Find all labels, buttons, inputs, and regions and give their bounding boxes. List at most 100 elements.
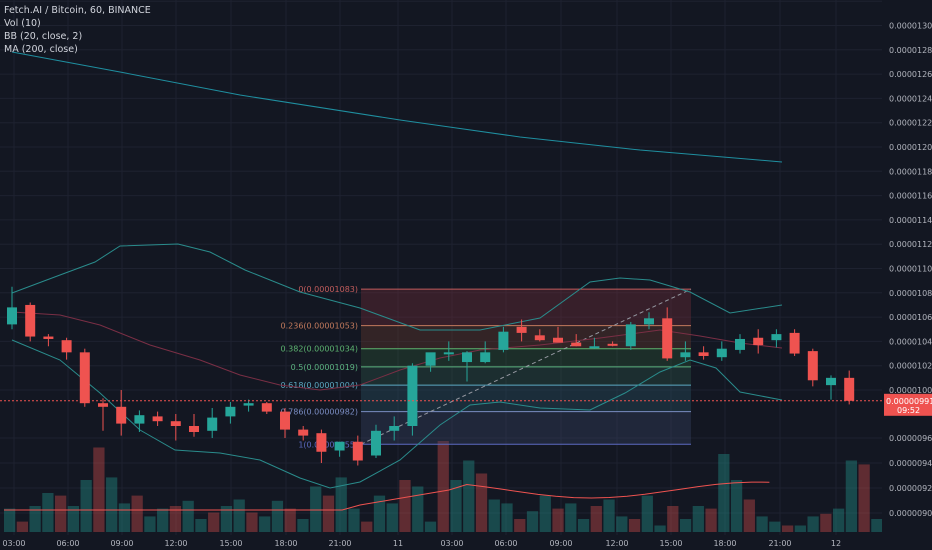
candle-body [516,326,527,333]
candle-body [334,441,345,451]
volume-bar [437,441,449,532]
volume-bar [820,513,832,532]
candle-body [571,342,582,347]
last-price-badge [884,393,932,416]
candle-body [407,365,418,426]
candle-body [753,337,764,346]
volume-bar [144,516,156,532]
candle-body [735,338,745,350]
volume-bar [628,519,641,532]
volume-bar [271,500,284,532]
fib-zone [361,366,691,386]
fib-level-label: 0.618(0.00001004) [281,381,359,390]
candle-body [389,426,400,431]
candle-body [7,307,17,325]
indicator-bollinger[interactable]: BB (20, close, 2) [4,31,83,42]
volume-bar [450,480,462,532]
time-axis-bg [0,535,932,550]
volume-bar [832,508,845,532]
candle-body [425,352,436,366]
volume-bar [501,503,513,532]
volume-bar [463,460,475,532]
volume-bar [679,519,692,532]
volume-bar [845,460,857,532]
time-tick-label: 09:00 [549,539,572,548]
time-tick-label: 06:00 [56,539,79,548]
fib-level-label: 0.382(0.00001034) [281,345,359,354]
volume-bar [4,508,16,532]
candle-body [98,403,108,407]
volume-bar [514,519,526,532]
candle-body [680,352,691,358]
volume-bar [131,495,143,532]
candle-body [43,336,54,339]
volume-bar [718,454,730,532]
candle-body [789,332,800,354]
grid [0,0,882,535]
fib-level-label: 0.5(0.00001019) [291,363,358,372]
volume-bar [730,480,743,532]
price-axis-bg [882,0,932,550]
candle-body [826,377,836,386]
candle-body [371,430,381,456]
candle-body [716,348,727,358]
volume-bar [769,521,781,532]
volume-bar [705,508,717,532]
bollinger-lower [11,339,783,489]
volume-bar [182,500,194,532]
symbol-title[interactable]: Fetch.AI / Bitcoin, 60, BINANCE [4,5,151,16]
time-tick-label: 15:00 [659,539,682,548]
volume-bar [284,508,296,532]
volume-bar [118,503,131,532]
volume-bar [195,519,207,532]
time-tick-label: 18:00 [274,539,297,548]
volume-bar [603,499,615,532]
volume-bar [667,506,679,532]
volume-bar [412,486,424,532]
indicator-ma200[interactable]: MA (200, close) [4,44,78,55]
time-tick-label: 15:00 [219,539,242,548]
volume-bar [297,519,309,532]
volume-bar [641,495,653,532]
time-tick-label: 06:00 [494,539,517,548]
time-axis[interactable]: 03:00 06:00 09:00 12:00 15:00 18:00 21:00 11 03:… [0,535,932,550]
bollinger-upper [11,243,783,331]
candle-body [625,324,636,347]
time-tick-label: 03:00 [2,539,25,548]
candle-body [607,343,618,346]
volume-bar [169,506,182,532]
time-tick-label: 18:00 [713,539,736,548]
volume-bar [220,506,233,532]
volume-bar [552,508,564,532]
time-tick-label: 11 [393,539,403,548]
time-tick-label: 12:00 [605,539,628,548]
fib-level-label: 1(0.00000955) [298,440,358,449]
volume-bar [424,521,437,532]
time-tick-label: 09:00 [110,539,133,548]
volume-ma-line [4,481,770,511]
indicator-volume[interactable]: Vol (10) [4,18,41,29]
time-tick-label: 21:00 [328,539,351,548]
candle-body [553,337,563,343]
fibonacci-retracement[interactable]: 0(0.00001083) 0.236(0.00001053) 0.382(0.00… [281,285,692,449]
fib-level-label: 0.786(0.00000982) [281,408,359,417]
volume-bar [565,503,577,532]
volume-bar [526,511,539,532]
bar-countdown: 09:52 [897,406,920,415]
volume-bar [590,506,602,532]
volume-bar [756,516,768,532]
chart-legend: Fetch.AI / Bitcoin, 60, BINANCE Vol (10)… [4,4,151,56]
candle-body [844,377,855,401]
